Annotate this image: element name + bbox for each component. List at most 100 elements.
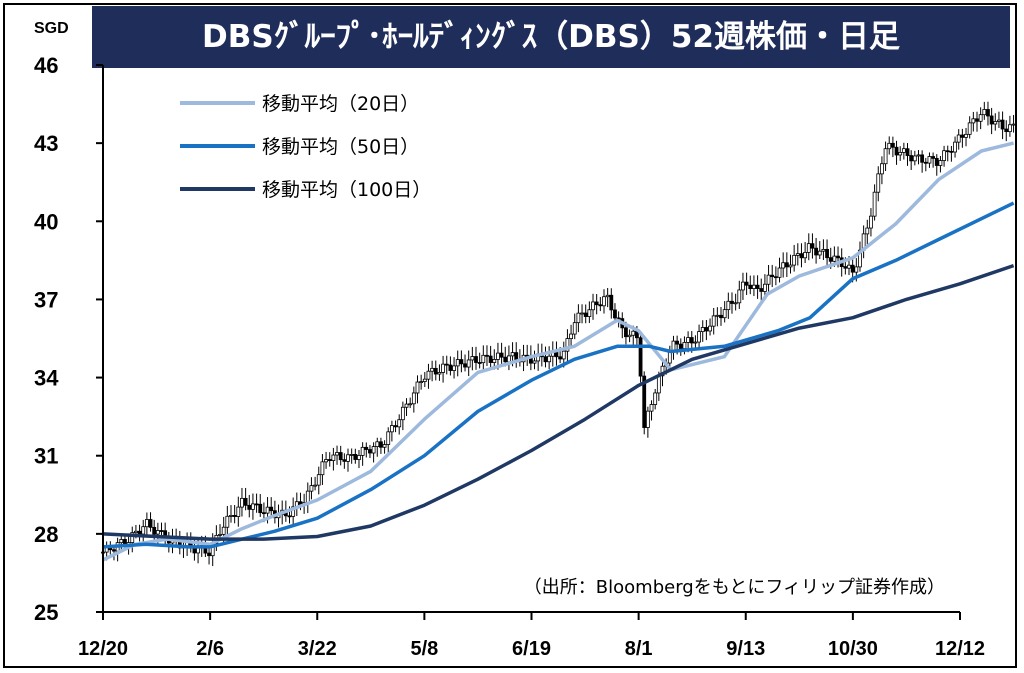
candle	[470, 346, 475, 371]
y-tick-label: 34	[34, 366, 59, 391]
ma-line-0	[102, 141, 1015, 562]
candle	[477, 352, 482, 369]
candle	[481, 345, 486, 373]
candle	[163, 522, 168, 546]
candle	[240, 487, 244, 517]
candle	[744, 272, 749, 295]
candle	[433, 360, 438, 381]
candle	[872, 184, 877, 221]
candle	[576, 304, 581, 333]
candle	[349, 448, 354, 464]
candle	[770, 264, 775, 288]
candle	[371, 442, 376, 463]
candle	[507, 345, 511, 371]
candle	[488, 345, 493, 369]
candle	[821, 239, 826, 261]
candle	[404, 398, 409, 416]
candle	[550, 341, 555, 367]
candle	[357, 450, 361, 469]
candle	[247, 494, 252, 518]
candle	[964, 127, 968, 147]
chart-title: DBSｸﾞﾙｰﾌﾟ･ﾎｰﾙﾃﾞｨﾝｸﾞｽ（DBS）52週株価・日足	[201, 19, 900, 55]
chart-title-bar: DBSｸﾞﾙｰﾌﾟ･ﾎｰﾙﾃﾞｨﾝｸﾞｽ（DBS）52週株価・日足	[92, 6, 1010, 68]
candle	[419, 374, 424, 390]
candlestick-layer	[101, 101, 1016, 567]
candle	[251, 493, 255, 520]
candle	[766, 265, 771, 293]
candle	[598, 297, 603, 312]
candle	[777, 257, 782, 283]
candle	[305, 482, 310, 514]
candle	[130, 526, 135, 553]
candle	[649, 400, 654, 421]
candle	[426, 363, 431, 389]
candle	[272, 500, 277, 524]
candle	[294, 492, 299, 516]
candle	[569, 324, 573, 347]
candle	[960, 128, 965, 148]
candle	[953, 136, 957, 158]
candle	[430, 360, 435, 382]
y-tick-label: 28	[34, 522, 58, 547]
candle	[382, 440, 387, 454]
candle	[448, 356, 453, 376]
candle	[148, 512, 153, 532]
candle	[474, 346, 478, 370]
candle	[313, 476, 317, 491]
candle	[229, 505, 233, 523]
candle	[956, 129, 961, 150]
candle	[755, 275, 760, 299]
legend: 移動平均（20日） 移動平均（50日） 移動平均（100日）	[180, 93, 431, 201]
candle	[693, 335, 698, 349]
candle	[671, 335, 676, 360]
candle	[141, 519, 146, 545]
chart-frame	[3, 3, 1017, 668]
candle	[291, 497, 296, 527]
candle	[711, 307, 716, 335]
candle	[353, 448, 358, 464]
candle	[1000, 111, 1005, 140]
candle	[243, 487, 248, 511]
candle	[795, 243, 800, 266]
candle	[532, 350, 537, 370]
candle	[543, 346, 548, 368]
candle	[967, 116, 972, 139]
candle	[525, 344, 530, 366]
candle	[547, 346, 552, 370]
candle	[137, 524, 142, 542]
candle	[389, 420, 394, 442]
candle	[645, 406, 650, 438]
candle	[726, 292, 731, 319]
candle	[620, 312, 625, 339]
candle	[938, 155, 943, 173]
candle	[784, 252, 789, 278]
candle	[320, 454, 325, 485]
candle	[810, 233, 815, 259]
candle	[517, 349, 522, 367]
ma-line-2	[102, 263, 1015, 541]
candle	[730, 292, 734, 314]
candle	[627, 329, 632, 343]
y-tick-label: 46	[34, 53, 58, 78]
candle	[858, 241, 862, 272]
candle	[715, 307, 720, 327]
candle	[667, 345, 672, 368]
candle	[459, 350, 464, 373]
candle	[422, 372, 427, 388]
y-tick-label: 37	[34, 287, 58, 312]
candle	[865, 219, 870, 245]
candle	[678, 338, 683, 356]
candle	[397, 414, 402, 435]
legend-label-0: 移動平均（20日）	[262, 93, 419, 115]
candle	[700, 320, 705, 342]
candle	[335, 445, 339, 465]
candle	[934, 154, 939, 176]
candle	[316, 466, 321, 495]
ma-line-1	[102, 201, 1015, 549]
candle	[324, 451, 328, 469]
candle	[817, 241, 822, 259]
candle	[331, 447, 336, 471]
candle	[901, 142, 906, 160]
candle	[166, 531, 171, 553]
candle	[912, 150, 917, 166]
